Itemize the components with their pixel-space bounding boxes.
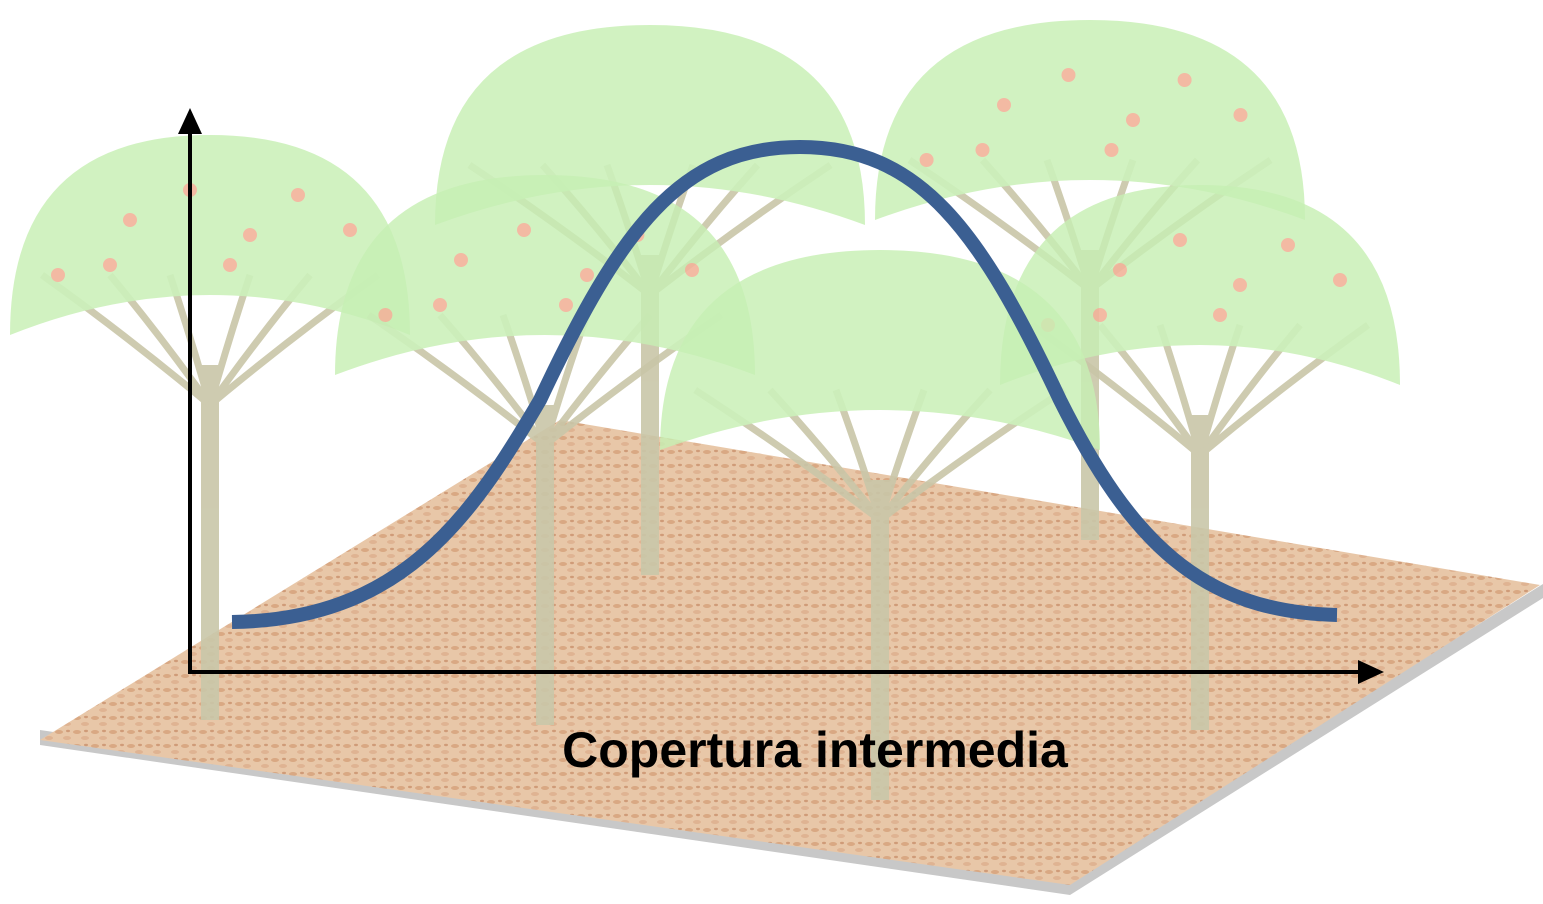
tree-fruit (1234, 108, 1248, 122)
tree-fruit (1213, 308, 1227, 322)
tree-fruit (1062, 68, 1076, 82)
tree-fruit (1281, 238, 1295, 252)
tree-fruit (976, 143, 990, 157)
tree-fruit (580, 268, 594, 282)
ground-surface (40, 420, 1540, 885)
tree-fruit (1178, 73, 1192, 87)
tree-fruit (1113, 263, 1127, 277)
tree-fruit (343, 223, 357, 237)
tree-fruit (517, 223, 531, 237)
axis-label: Copertura intermedia (562, 722, 1069, 778)
tree-trunk (536, 405, 554, 725)
tree-fruit (454, 253, 468, 267)
tree-fruit (685, 263, 699, 277)
tree-fruit (997, 98, 1011, 112)
tree-fruit (1233, 278, 1247, 292)
tree-fruit (559, 298, 573, 312)
tree-fruit (123, 213, 137, 227)
tree-fruit (378, 308, 392, 322)
tree-fruit (223, 258, 237, 272)
tree-fruit (1333, 273, 1347, 287)
tree-trunk (201, 365, 219, 720)
tree-fruit (920, 153, 934, 167)
y-axis-arrow (178, 108, 202, 134)
tree-fruit (1173, 233, 1187, 247)
page: Copertura intermedia (() => { const data… (0, 0, 1543, 904)
tree-fruit (243, 228, 257, 242)
tree-fruit (291, 188, 305, 202)
ground (40, 420, 1543, 895)
tree-fruit (1093, 308, 1107, 322)
tree-fruit (433, 298, 447, 312)
tree-fruit (1126, 113, 1140, 127)
tree-fruit (1105, 143, 1119, 157)
tree-fruit (51, 268, 65, 282)
diagram: Copertura intermedia (0, 0, 1543, 904)
tree-fruit (103, 258, 117, 272)
